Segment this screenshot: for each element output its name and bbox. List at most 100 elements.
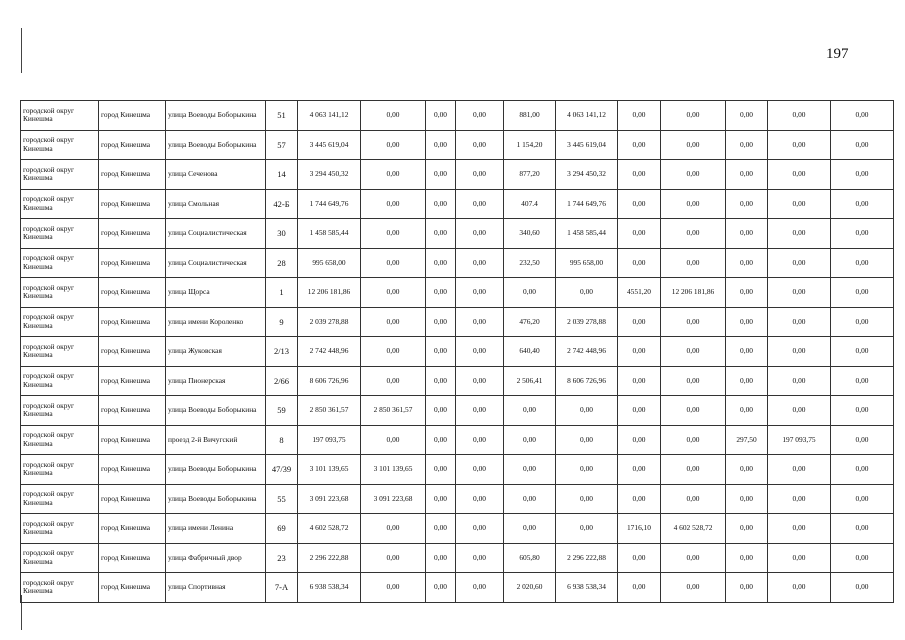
cell-city: город Кинешма <box>98 572 166 603</box>
cell-street: улица Воеводы Боборыкина <box>165 100 266 131</box>
cell-area-col-13: 0,00 <box>725 159 768 190</box>
cell-cost-col-12: 4 602 528,72 <box>660 513 726 544</box>
cell-value-col-15: 0,00 <box>830 188 894 219</box>
cell-street: улица Щорса <box>165 277 266 308</box>
cell-value-col-7: 0,00 <box>425 513 456 544</box>
cell-cost-col-10: 8 606 726,96 <box>555 365 618 396</box>
page-number: 197 <box>826 46 849 62</box>
cell-value-col-7: 0,00 <box>425 159 456 190</box>
table-row: городской округ Кинешма город Кинешма улиц… <box>20 129 894 160</box>
cell-house-number: 69 <box>265 513 298 544</box>
cell-district: городской округ Кинешма <box>20 454 99 485</box>
cell-street: улица имени Ленина <box>165 513 266 544</box>
cell-house-number: 57 <box>265 129 298 160</box>
cell-area-col-13: 0,00 <box>725 542 768 573</box>
cell-value-col-8: 0,00 <box>455 424 504 455</box>
cell-value-col-7: 0,00 <box>425 365 456 396</box>
cell-area-col-13: 0,00 <box>725 188 768 219</box>
cell-value-col-15: 0,00 <box>830 365 894 396</box>
cell-street: улица Сеченова <box>165 159 266 190</box>
cell-cost-col-10: 3 445 619,04 <box>555 129 618 160</box>
cell-cost-col-14: 0,00 <box>767 247 831 278</box>
cell-cost-col-12: 12 206 181,86 <box>660 277 726 308</box>
cell-value-col-15: 0,00 <box>830 542 894 573</box>
cell-cost-col-10: 2 039 278,88 <box>555 306 618 337</box>
cell-district: городской округ Кинешма <box>20 483 99 514</box>
cell-value-col-6: 0,00 <box>360 188 426 219</box>
cell-area-col-11: 0,00 <box>617 100 661 131</box>
cell-city: город Кинешма <box>98 159 166 190</box>
cell-street: улица Воеводы Боборыкина <box>165 129 266 160</box>
cell-city: город Кинешма <box>98 483 166 514</box>
cell-value-col-15: 0,00 <box>830 159 894 190</box>
cell-total-cost: 2 039 278,88 <box>297 306 361 337</box>
cell-area-col-9: 340,60 <box>503 218 556 249</box>
cell-cost-col-14: 0,00 <box>767 218 831 249</box>
cell-cost-col-10: 0,00 <box>555 424 618 455</box>
cell-total-cost: 2 850 361,57 <box>297 395 361 426</box>
cell-cost-col-14: 0,00 <box>767 336 831 367</box>
cell-cost-col-10: 2 296 222,88 <box>555 542 618 573</box>
cell-cost-col-14: 0,00 <box>767 306 831 337</box>
cell-value-col-15: 0,00 <box>830 483 894 514</box>
cell-cost-col-14: 0,00 <box>767 395 831 426</box>
cell-district: городской округ Кинешма <box>20 395 99 426</box>
cell-district: городской округ Кинешма <box>20 513 99 544</box>
cell-house-number: 59 <box>265 395 298 426</box>
data-table: городской округ Кинешма город Кинешма улиц… <box>20 100 894 603</box>
cell-area-col-11: 0,00 <box>617 483 661 514</box>
cell-cost-col-14: 197 093,75 <box>767 424 831 455</box>
cell-street: улица Воеводы Боборыкина <box>165 395 266 426</box>
cell-area-col-13: 0,00 <box>725 454 768 485</box>
cell-city: город Кинешма <box>98 218 166 249</box>
cell-district: городской округ Кинешма <box>20 306 99 337</box>
cell-cost-col-14: 0,00 <box>767 572 831 603</box>
cell-area-col-9: 0,00 <box>503 513 556 544</box>
cell-area-col-11: 0,00 <box>617 247 661 278</box>
cell-value-col-7: 0,00 <box>425 336 456 367</box>
table-row: городской округ Кинешма город Кинешма улиц… <box>20 306 894 337</box>
cell-area-col-13: 0,00 <box>725 513 768 544</box>
cell-district: городской округ Кинешма <box>20 218 99 249</box>
cell-cost-col-10: 4 063 141,12 <box>555 100 618 131</box>
cell-area-col-11: 0,00 <box>617 218 661 249</box>
cell-house-number: 51 <box>265 100 298 131</box>
table-row: городской округ Кинешма город Кинешма улиц… <box>20 218 894 249</box>
cell-value-col-7: 0,00 <box>425 100 456 131</box>
cell-value-col-8: 0,00 <box>455 277 504 308</box>
cell-value-col-6: 0,00 <box>360 365 426 396</box>
cell-city: город Кинешма <box>98 424 166 455</box>
cell-cost-col-12: 0,00 <box>660 424 726 455</box>
scan-edge-mark <box>21 595 22 630</box>
cell-value-col-6: 2 850 361,57 <box>360 395 426 426</box>
cell-value-col-6: 0,00 <box>360 513 426 544</box>
cell-value-col-8: 0,00 <box>455 100 504 131</box>
cell-cost-col-10: 1 458 585,44 <box>555 218 618 249</box>
cell-value-col-6: 0,00 <box>360 336 426 367</box>
cell-value-col-6: 0,00 <box>360 542 426 573</box>
cell-value-col-6: 3 091 223,68 <box>360 483 426 514</box>
cell-house-number: 1 <box>265 277 298 308</box>
cell-cost-col-14: 0,00 <box>767 188 831 219</box>
cell-district: городской округ Кинешма <box>20 277 99 308</box>
cell-value-col-15: 0,00 <box>830 454 894 485</box>
cell-district: городской округ Кинешма <box>20 129 99 160</box>
cell-house-number: 14 <box>265 159 298 190</box>
cell-city: город Кинешма <box>98 306 166 337</box>
cell-street: улица Социалистическая <box>165 218 266 249</box>
cell-cost-col-12: 0,00 <box>660 542 726 573</box>
cell-area-col-13: 0,00 <box>725 100 768 131</box>
cell-area-col-13: 0,00 <box>725 395 768 426</box>
cell-cost-col-10: 0,00 <box>555 277 618 308</box>
cell-house-number: 7-А <box>265 572 298 603</box>
cell-value-col-15: 0,00 <box>830 336 894 367</box>
cell-area-col-13: 297,50 <box>725 424 768 455</box>
cell-city: город Кинешма <box>98 542 166 573</box>
cell-value-col-8: 0,00 <box>455 188 504 219</box>
cell-area-col-9: 407.4 <box>503 188 556 219</box>
cell-cost-col-10: 1 744 649,76 <box>555 188 618 219</box>
cell-street: проезд 2-й Вичугский <box>165 424 266 455</box>
cell-cost-col-12: 0,00 <box>660 336 726 367</box>
cell-area-col-9: 881,00 <box>503 100 556 131</box>
cell-value-col-6: 3 101 139,65 <box>360 454 426 485</box>
